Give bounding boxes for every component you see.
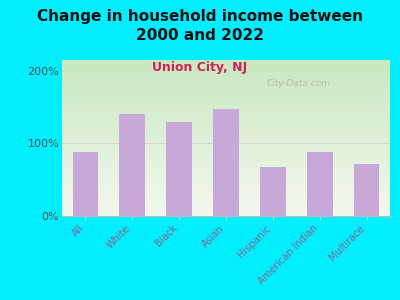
Text: City-Data.com: City-Data.com — [266, 79, 330, 88]
Bar — [260, 167, 286, 216]
Bar — [72, 152, 98, 216]
Bar — [354, 164, 380, 216]
Bar — [166, 122, 192, 216]
Bar — [307, 152, 332, 216]
Text: Union City, NJ: Union City, NJ — [152, 61, 248, 74]
Bar — [120, 114, 145, 216]
Bar — [213, 109, 239, 216]
Text: Change in household income between
2000 and 2022: Change in household income between 2000 … — [37, 9, 363, 43]
